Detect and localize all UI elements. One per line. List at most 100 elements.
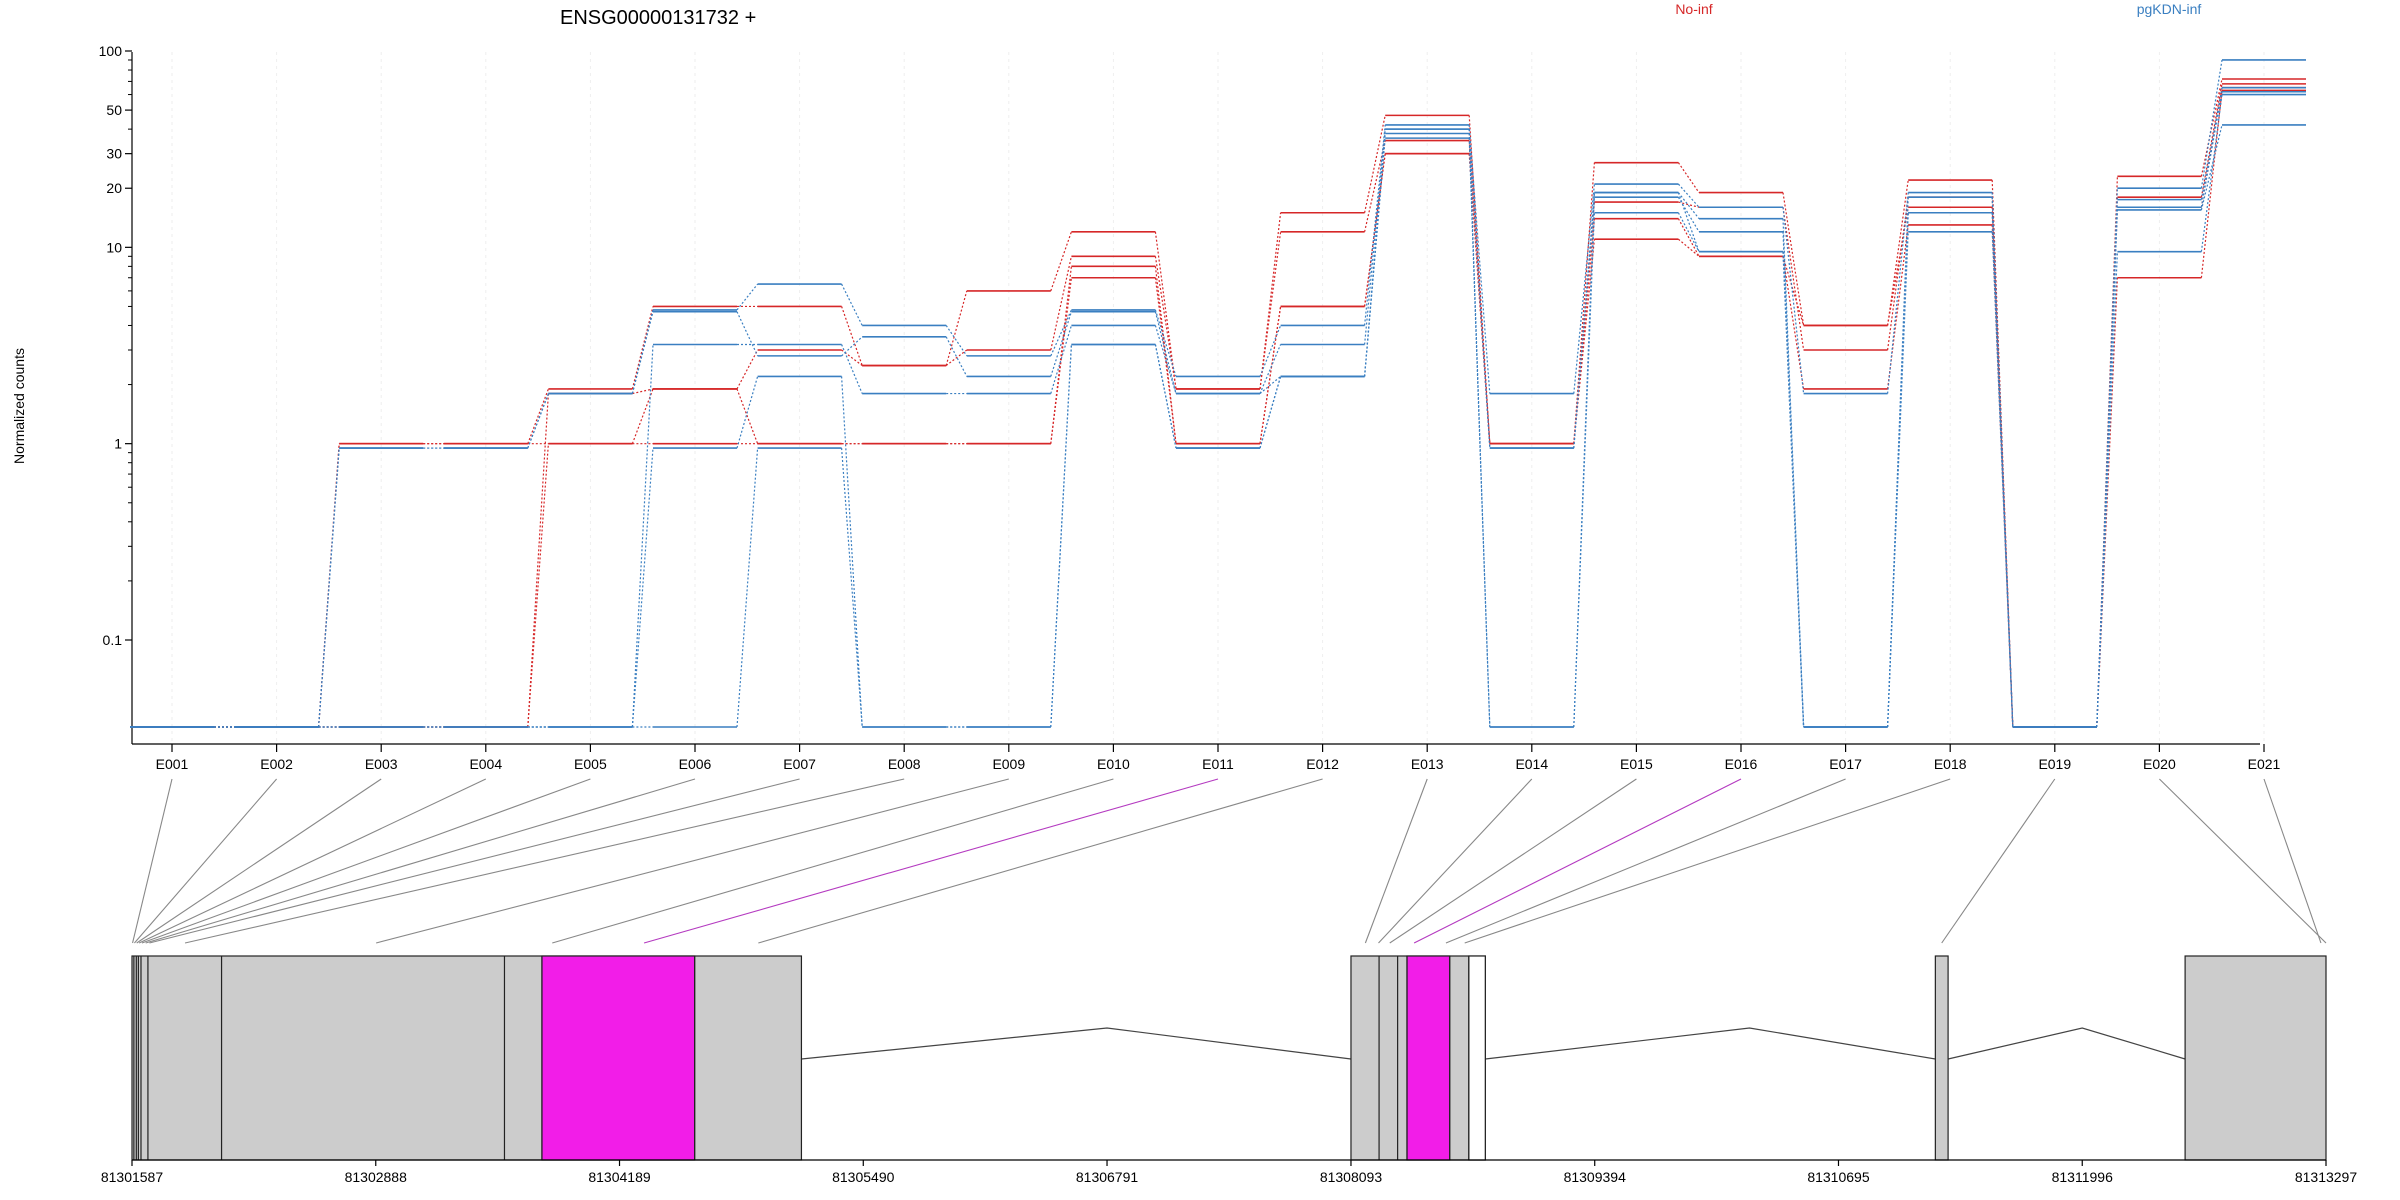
data-connector — [1887, 212, 1909, 728]
data-connector — [1573, 197, 1595, 449]
exon-link-e019 — [1941, 778, 2056, 944]
y-tick-label: 30 — [106, 146, 122, 162]
gene-model — [131, 955, 2327, 1161]
exon-link-e014 — [1378, 778, 1533, 944]
exon-link-e007 — [149, 778, 800, 944]
data-connector — [841, 376, 863, 728]
exon-link-e005 — [141, 778, 591, 944]
data-connector — [1154, 344, 1177, 449]
data-connector — [318, 447, 340, 728]
series-lines — [130, 59, 2306, 728]
data-connector — [1678, 238, 1700, 257]
data-connector — [1887, 192, 1909, 394]
exon-link-lines — [132, 778, 2327, 944]
coord-tick-label: 81308093 — [1320, 1169, 1383, 1185]
y-tick-label: 10 — [106, 239, 122, 255]
coord-tick-label: 81309394 — [1564, 1169, 1627, 1185]
y-tick-label: 50 — [106, 102, 122, 118]
x-tick-label-e008: E008 — [888, 756, 921, 772]
exon-block-7 — [2184, 955, 2327, 1161]
data-connector — [1050, 309, 1072, 357]
series-no-inf-2 — [130, 86, 2306, 728]
x-tick-label-e019: E019 — [2038, 756, 2071, 772]
coord-tick-label: 81310695 — [1807, 1169, 1870, 1185]
legend-entry-pgkdn-inf: pgKDN-inf — [2137, 1, 2202, 17]
data-connector — [945, 349, 968, 367]
coord-tick-label: 81305490 — [832, 1169, 895, 1185]
exon-link-e008 — [184, 778, 905, 944]
exon-block-1 — [131, 955, 803, 1161]
data-connector — [1887, 224, 1909, 390]
data-connector — [527, 393, 549, 449]
data-connector — [2200, 91, 2223, 208]
x-tick-label-e006: E006 — [679, 756, 712, 772]
exon-link-e006 — [145, 778, 696, 944]
exon-link-e004 — [138, 778, 487, 944]
series-pgkdn-inf-5 — [130, 86, 2306, 728]
data-connector — [1468, 124, 1491, 394]
data-connector — [2096, 251, 2118, 728]
data-connector — [1154, 256, 1177, 390]
data-connector — [527, 443, 549, 728]
data-connector — [1364, 153, 1386, 307]
highlighted-exon-4 — [1406, 955, 1451, 1161]
y-axis: 0.1 1 10 20 30 50 100 — [99, 43, 133, 744]
x-tick-label-e018: E018 — [1934, 756, 1967, 772]
data-connector — [2200, 124, 2223, 211]
data-connector — [1573, 192, 1595, 728]
x-tick-label-e013: E013 — [1411, 756, 1444, 772]
exon-link-e015 — [1389, 778, 1637, 944]
x-tick-label-e002: E002 — [260, 756, 293, 772]
data-connector — [736, 388, 759, 444]
data-connector — [1154, 231, 1177, 390]
data-connector — [631, 344, 654, 728]
data-connector — [2200, 83, 2223, 198]
exon-link-e016 — [1413, 778, 1742, 944]
data-connector — [1468, 115, 1491, 444]
x-tick-label-e016: E016 — [1725, 756, 1758, 772]
data-connector — [631, 311, 654, 394]
data-connector — [1573, 184, 1595, 394]
data-connector — [1677, 218, 1700, 257]
grid-lines — [171, 52, 2265, 744]
intron-3 — [1947, 1027, 2186, 1060]
genomic-coordinate-axis: 81301587 81302888 81304189 81305490 81306791… — [101, 1159, 2358, 1185]
exon-link-e018 — [1464, 778, 1951, 944]
data-connector — [1677, 183, 1700, 208]
exon-link-e017 — [1445, 778, 1846, 944]
data-connector — [841, 283, 863, 326]
data-connector — [736, 349, 759, 390]
exon-link-e001 — [132, 778, 173, 944]
data-connector — [1677, 192, 1700, 252]
data-connector — [1677, 192, 1700, 220]
exon-link-e010 — [552, 778, 1114, 944]
data-connector — [1782, 218, 1805, 728]
data-connector — [1887, 231, 1909, 728]
x-tick-label-e004: E004 — [469, 756, 502, 772]
data-connector — [1573, 162, 1595, 444]
x-tick-label-e005: E005 — [574, 756, 607, 772]
highlighted-exon-2 — [541, 955, 696, 1161]
data-connector — [1259, 376, 1282, 449]
data-connector — [736, 447, 759, 728]
data-connector — [1050, 231, 1072, 292]
data-connector — [1887, 180, 1909, 326]
coord-tick-label: 81313297 — [2295, 1169, 2358, 1185]
data-connector — [841, 306, 863, 366]
x-axis: E001 E002 E003 E004 E005 E006 E007 E008 E009 E010… — [132, 743, 2281, 772]
coord-tick-label: 81301587 — [101, 1169, 164, 1185]
exon-link-e011 — [643, 778, 1219, 944]
data-connector — [1050, 344, 1072, 728]
data-connector — [1259, 306, 1282, 444]
data-connector — [1782, 251, 1805, 728]
data-connector — [1259, 375, 1281, 395]
x-tick-label-e003: E003 — [365, 756, 398, 772]
data-connector — [527, 388, 549, 444]
data-connector — [631, 447, 654, 728]
x-tick-label-e011: E011 — [1202, 756, 1234, 772]
data-connector — [1050, 266, 1072, 444]
data-connector — [2096, 209, 2118, 728]
coord-tick-label: 81311996 — [2052, 1169, 2113, 1185]
x-tick-label-e012: E012 — [1306, 756, 1339, 772]
